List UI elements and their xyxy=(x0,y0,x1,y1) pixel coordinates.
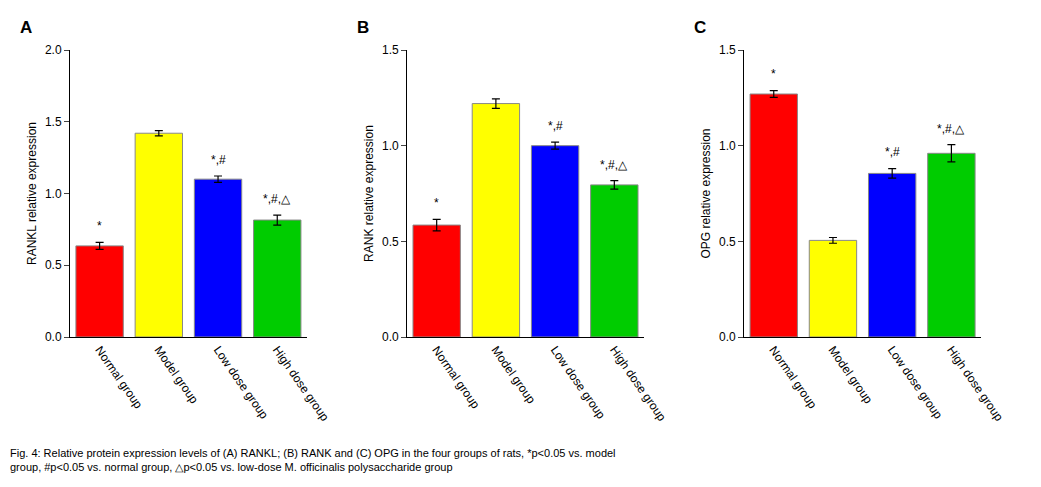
svg-text:Model group: Model group xyxy=(489,344,539,407)
svg-text:1.0: 1.0 xyxy=(45,187,62,201)
svg-text:0.5: 0.5 xyxy=(719,235,736,249)
svg-text:A: A xyxy=(20,18,32,37)
svg-text:*,#,△: *,#,△ xyxy=(263,192,291,206)
svg-text:0.5: 0.5 xyxy=(45,258,62,272)
svg-text:0.0: 0.0 xyxy=(719,330,736,344)
svg-text:B: B xyxy=(357,18,369,37)
svg-text:RANKL relative expression: RANKL relative expression xyxy=(25,122,39,265)
svg-text:High dose group: High dose group xyxy=(944,344,1006,424)
svg-text:*: * xyxy=(771,67,776,81)
svg-text:Model group: Model group xyxy=(151,344,201,407)
svg-text:RANK relative expression: RANK relative expression xyxy=(362,125,376,262)
svg-text:Normal group: Normal group xyxy=(92,344,145,412)
svg-text:Model group: Model group xyxy=(826,344,876,407)
svg-text:High dose group: High dose group xyxy=(270,344,332,424)
svg-text:High dose group: High dose group xyxy=(607,344,669,424)
svg-text:*: * xyxy=(97,219,102,233)
svg-text:1.0: 1.0 xyxy=(382,139,399,153)
svg-text:0.5: 0.5 xyxy=(382,235,399,249)
svg-text:*,#,△: *,#,△ xyxy=(600,158,628,172)
svg-text:1.0: 1.0 xyxy=(719,139,736,153)
svg-text:Low dose group: Low dose group xyxy=(885,344,946,422)
svg-text:2.0: 2.0 xyxy=(45,43,62,57)
svg-text:Low dose group: Low dose group xyxy=(211,344,272,422)
svg-text:1.5: 1.5 xyxy=(45,115,62,129)
svg-text:Fig. 4: Relative protein expre: Fig. 4: Relative protein expression leve… xyxy=(10,447,616,473)
svg-text:1.5: 1.5 xyxy=(719,43,736,57)
svg-text:*,#: *,# xyxy=(211,153,226,167)
svg-text:Normal group: Normal group xyxy=(429,344,482,412)
svg-text:OPG relative expression: OPG relative expression xyxy=(699,128,713,258)
svg-text:*: * xyxy=(434,196,439,210)
svg-text:*,#: *,# xyxy=(548,119,563,133)
svg-text:C: C xyxy=(694,18,706,37)
svg-text:0.0: 0.0 xyxy=(382,330,399,344)
svg-text:*,#: *,# xyxy=(885,145,900,159)
svg-text:Low dose group: Low dose group xyxy=(548,344,609,422)
svg-text:1.5: 1.5 xyxy=(382,43,399,57)
svg-text:Normal group: Normal group xyxy=(766,344,819,412)
svg-text:0.0: 0.0 xyxy=(45,330,62,344)
svg-text:*,#,△: *,#,△ xyxy=(937,122,965,136)
